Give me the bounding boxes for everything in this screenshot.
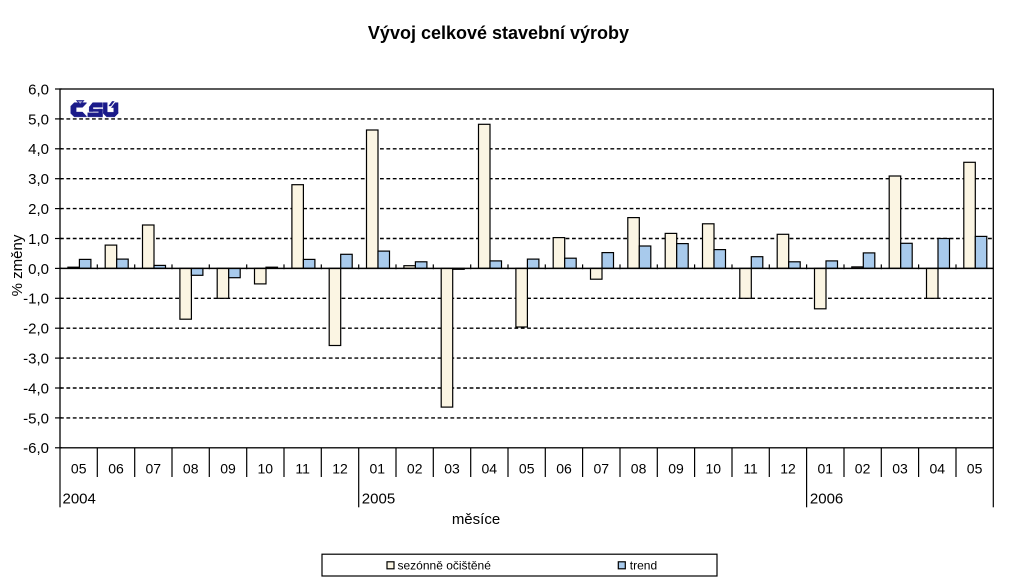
- svg-text:0,0: 0,0: [28, 261, 49, 278]
- svg-text:04: 04: [482, 461, 498, 477]
- svg-text:měsíce: měsíce: [452, 511, 500, 528]
- svg-text:3,0: 3,0: [28, 171, 49, 188]
- svg-text:04: 04: [930, 461, 946, 477]
- svg-text:06: 06: [108, 461, 124, 477]
- svg-text:12: 12: [332, 461, 348, 477]
- svg-text:trend: trend: [630, 559, 657, 573]
- svg-text:1,0: 1,0: [28, 231, 49, 248]
- svg-text:2004: 2004: [63, 491, 96, 508]
- svg-text:05: 05: [967, 461, 983, 477]
- svg-text:02: 02: [407, 461, 423, 477]
- svg-text:02: 02: [855, 461, 871, 477]
- svg-text:5,0: 5,0: [28, 111, 49, 128]
- svg-text:11: 11: [295, 461, 310, 477]
- svg-text:12: 12: [780, 461, 796, 477]
- svg-text:-5,0: -5,0: [23, 410, 49, 427]
- svg-text:Vývoj celkové stavební výroby: Vývoj celkové stavební výroby: [368, 23, 629, 43]
- svg-text:-4,0: -4,0: [23, 380, 49, 397]
- svg-text:03: 03: [444, 461, 460, 477]
- svg-text:2006: 2006: [810, 491, 843, 508]
- svg-text:09: 09: [220, 461, 236, 477]
- svg-text:09: 09: [668, 461, 684, 477]
- svg-text:05: 05: [71, 461, 87, 477]
- svg-text:-2,0: -2,0: [23, 321, 49, 338]
- svg-text:03: 03: [892, 461, 908, 477]
- svg-text:11: 11: [743, 461, 758, 477]
- svg-text:2005: 2005: [362, 491, 395, 508]
- svg-text:-6,0: -6,0: [23, 440, 49, 457]
- svg-text:06: 06: [556, 461, 572, 477]
- svg-text:6,0: 6,0: [28, 81, 49, 98]
- svg-text:-1,0: -1,0: [23, 291, 49, 308]
- svg-text:sezónně očištěné: sezónně očištěné: [398, 559, 492, 573]
- svg-text:4,0: 4,0: [28, 141, 49, 158]
- svg-text:01: 01: [370, 461, 386, 477]
- svg-text:08: 08: [631, 461, 647, 477]
- svg-text:07: 07: [146, 461, 162, 477]
- svg-text:% změny: % změny: [9, 234, 26, 296]
- svg-text:10: 10: [706, 461, 722, 477]
- svg-text:2,0: 2,0: [28, 201, 49, 218]
- svg-text:08: 08: [183, 461, 199, 477]
- svg-text:05: 05: [519, 461, 535, 477]
- svg-text:-3,0: -3,0: [23, 351, 49, 368]
- svg-text:01: 01: [818, 461, 834, 477]
- svg-text:07: 07: [594, 461, 610, 477]
- svg-text:10: 10: [258, 461, 274, 477]
